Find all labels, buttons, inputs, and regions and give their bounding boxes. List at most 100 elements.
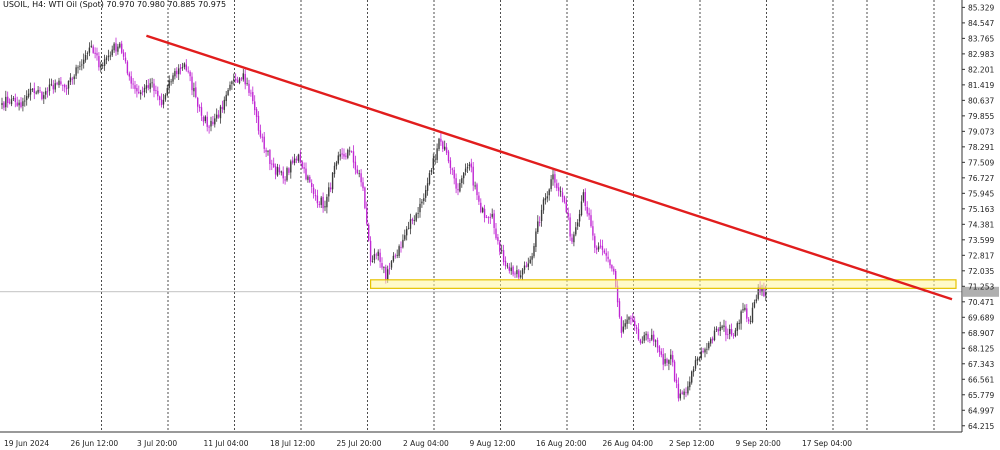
candle-body [235, 78, 237, 81]
candle-body [392, 255, 395, 262]
candle-body [599, 245, 602, 247]
candle-body [45, 91, 47, 95]
candle-body [611, 265, 613, 269]
candle-body [550, 179, 552, 190]
candle-body [394, 255, 396, 257]
candle-body [200, 107, 203, 116]
candle-body [284, 179, 286, 181]
candle-body [449, 160, 452, 169]
x-tick-label: 25 Jul 20:00 [337, 439, 382, 448]
candle-body [102, 65, 104, 67]
candle-body [668, 360, 670, 364]
candle-body [151, 82, 153, 84]
candle-body [62, 85, 64, 87]
annotations [0, 34, 999, 301]
candle-body [385, 266, 387, 280]
candle-body [493, 213, 495, 228]
candle-body [673, 361, 676, 381]
candle-body [248, 83, 250, 93]
candle-body [415, 213, 417, 221]
x-tick-label: 16 Aug 20:00 [536, 439, 587, 448]
candle-body [573, 234, 575, 243]
candle-body [309, 176, 311, 183]
candle-body [274, 166, 277, 175]
candle-body [252, 92, 254, 102]
candle-body [204, 116, 206, 121]
candle-body [347, 149, 349, 158]
candle-body [597, 246, 600, 250]
candle-body [349, 150, 351, 152]
candle-body [470, 163, 472, 168]
candle-body [390, 261, 393, 268]
candle-body [335, 162, 338, 167]
candle-body [402, 239, 404, 248]
candle-body [311, 182, 313, 187]
candle-body [725, 326, 727, 336]
candle-body [753, 302, 756, 308]
candle-body [445, 147, 448, 153]
candle-body [345, 155, 347, 157]
candle-body [563, 196, 566, 203]
candle-body [468, 164, 471, 167]
candle-body [37, 89, 39, 93]
candle-body [744, 307, 746, 310]
candle-body [337, 155, 339, 164]
candle-body [58, 80, 60, 86]
x-tick-label: 19 Jun 2024 [4, 439, 49, 448]
candle-body [717, 329, 719, 332]
candle-body [426, 183, 429, 191]
candle-body [558, 187, 560, 191]
candle-body [647, 334, 649, 340]
candle-body [360, 173, 362, 183]
candle-body [664, 359, 666, 364]
candle-body [474, 185, 476, 187]
candle-body [520, 275, 522, 278]
candle-body [331, 172, 334, 190]
candle-body [185, 64, 187, 71]
candle-body [10, 99, 13, 105]
candle-body [666, 359, 668, 363]
candle-body [176, 70, 178, 75]
x-tick-label: 26 Aug 04:00 [603, 439, 654, 448]
x-tick-label: 9 Aug 12:00 [470, 439, 516, 448]
candle-body [423, 198, 425, 202]
candle-body [22, 101, 24, 107]
candle-body [107, 55, 110, 58]
candle-body [527, 263, 529, 267]
candle-body [3, 102, 5, 108]
candle-body [740, 311, 742, 324]
candle-body [580, 201, 583, 215]
candle-body [320, 197, 322, 205]
y-tick-label: 82.201 [968, 65, 994, 74]
candle-body [140, 92, 142, 95]
candle-body [60, 81, 62, 85]
candle-body [419, 203, 421, 213]
candle-body [352, 151, 355, 163]
candle-body [658, 346, 661, 353]
candle-body [434, 158, 436, 160]
candle-body [626, 319, 628, 324]
candle-body [421, 201, 423, 204]
candle-body [164, 95, 167, 100]
candle-body [134, 85, 136, 89]
candle-body [466, 166, 469, 169]
candle-body [442, 141, 444, 149]
candle-body [489, 217, 491, 218]
candle-body [267, 150, 269, 152]
candle-body [476, 184, 478, 196]
x-tick-label: 3 Jul 20:00 [137, 439, 177, 448]
candle-body [50, 83, 53, 85]
candle-body [428, 173, 431, 184]
candle-body [689, 381, 691, 388]
candle-body [191, 76, 193, 91]
candle-body [696, 358, 699, 361]
candle-body [506, 265, 509, 267]
candle-body [630, 317, 632, 319]
candle-body [217, 114, 220, 118]
candle-body [616, 285, 619, 303]
candle-body [447, 151, 450, 162]
candle-body [501, 250, 503, 252]
candle-body [73, 76, 75, 80]
